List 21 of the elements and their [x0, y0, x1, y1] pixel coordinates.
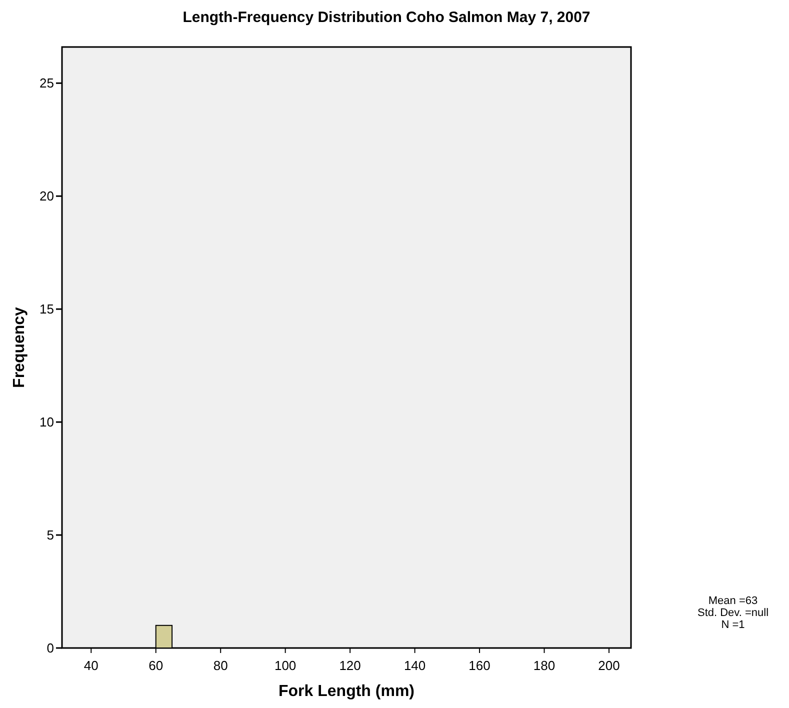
y-tick-label: 25: [40, 76, 54, 91]
x-tick-label: 80: [213, 658, 228, 673]
x-tick-label: 160: [468, 658, 490, 673]
y-tick-label: 15: [40, 302, 54, 317]
text: Mean =63: [708, 595, 758, 607]
y-tick-label: 10: [40, 414, 54, 430]
x-axis-title: Fork Length (mm): [278, 683, 414, 700]
y-tick-label: 0: [46, 640, 54, 656]
x-tick-label: 180: [533, 658, 556, 673]
text: N =1: [721, 619, 745, 631]
text: Std. Dev. =null: [697, 607, 769, 619]
chart-title: Length-Frequency Distribution Coho Salmon May 7, 2007: [182, 9, 590, 26]
y-tick-label: 20: [40, 188, 54, 204]
x-tick-label: 40: [84, 658, 98, 673]
x-tick-label: 60: [148, 658, 164, 673]
x-tick-label: 200: [598, 658, 620, 673]
x-tick-label: 100: [274, 658, 296, 673]
x-tick-label: 120: [339, 658, 361, 673]
x-tick-label: 140: [404, 658, 426, 673]
y-tick-label: 5: [46, 528, 54, 543]
y-axis-title: Frequency: [11, 306, 28, 388]
